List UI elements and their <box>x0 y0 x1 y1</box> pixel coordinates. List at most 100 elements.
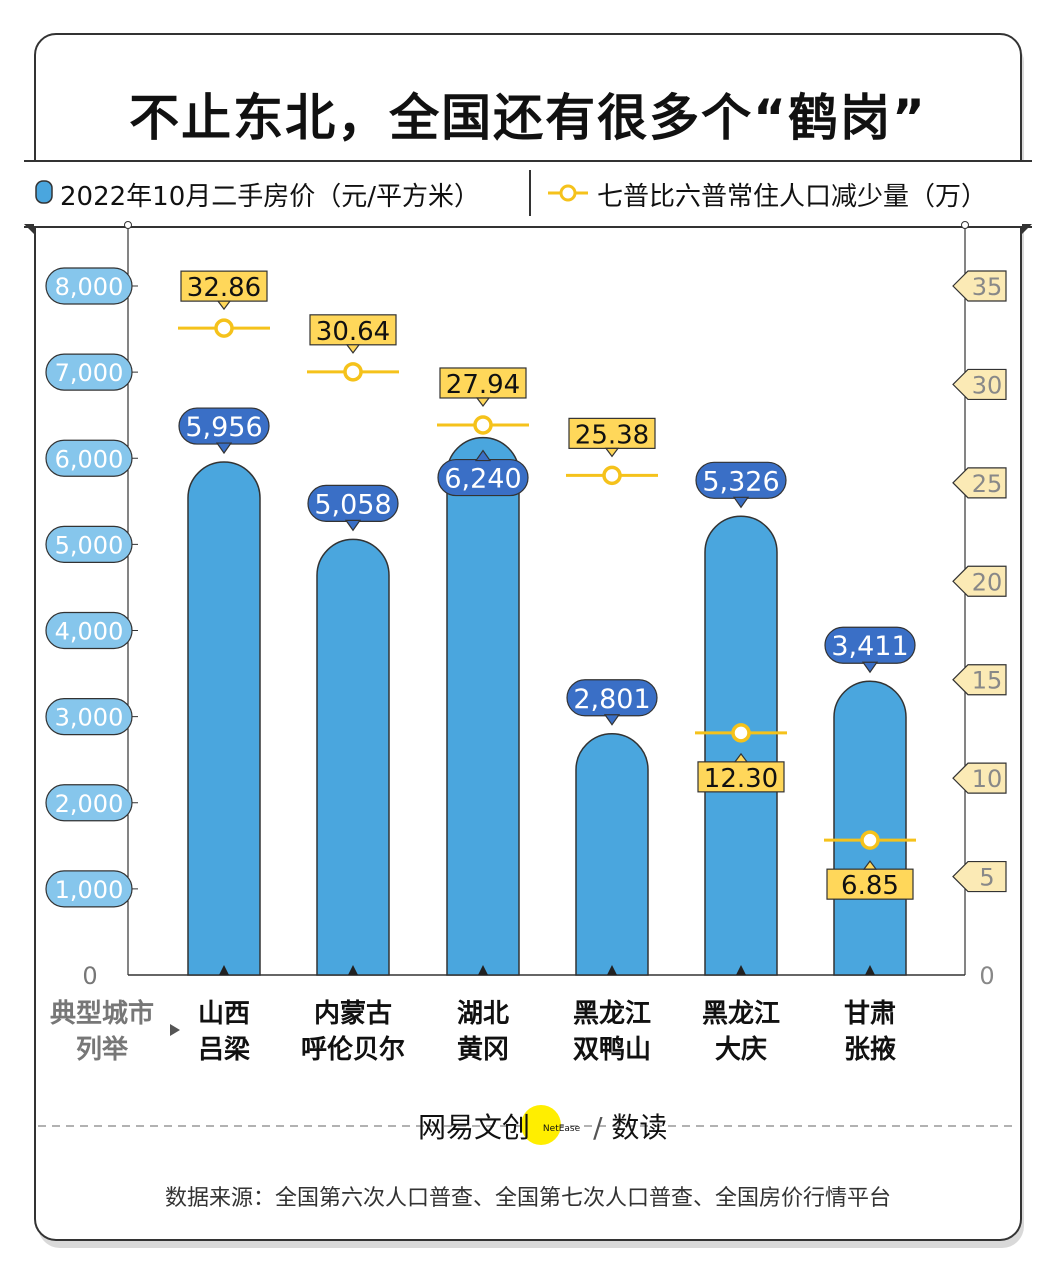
line-value-pointer <box>345 344 361 354</box>
logo-slash: / <box>593 1111 603 1144</box>
bar <box>187 461 261 976</box>
left-tick-pill <box>45 439 133 477</box>
bar-base-marker <box>348 965 358 975</box>
right-tick-label: 35 <box>972 273 1003 301</box>
left-tick-pill <box>45 698 133 736</box>
bar-value-label: 6,240 <box>444 464 521 495</box>
logo-badge: NetEase <box>542 1124 581 1134</box>
left-tick-pill <box>45 784 133 822</box>
category-label: 山西 <box>198 999 250 1029</box>
bar-value-label: 5,326 <box>702 466 779 497</box>
left-tick-label: 8,000 <box>55 273 124 301</box>
right-tick-tag <box>952 467 1007 499</box>
bar-value-pointer <box>861 661 879 674</box>
left-tick-label: 4,000 <box>55 618 124 646</box>
line-value-label: 25.38 <box>575 420 649 450</box>
category-label: 黄冈 <box>457 1035 509 1065</box>
legend-bar-label: 2022年10月二手房价（元/平方米） <box>60 182 481 212</box>
bar-value-pointer <box>344 519 362 532</box>
right-tick-label: 0 <box>979 962 994 990</box>
right-tick-label: 30 <box>972 371 1003 399</box>
bar-base-marker <box>607 965 617 975</box>
bar-value-label: 2,801 <box>573 684 650 715</box>
line-value-label: 30.64 <box>316 317 390 347</box>
line-value-box <box>568 417 656 449</box>
left-tick-label: 2,000 <box>55 790 124 818</box>
left-tick-label: 0 <box>82 962 97 990</box>
right-tick-label: 10 <box>972 765 1003 793</box>
line-point <box>602 465 622 486</box>
left-tick-pill <box>45 611 133 650</box>
line-value-pointer <box>862 860 878 870</box>
line-point <box>860 830 880 850</box>
bar <box>316 538 390 976</box>
category-label: 张掖 <box>844 1035 896 1065</box>
legend-line-point-icon <box>559 184 577 202</box>
line-value-label: 6.85 <box>841 871 899 901</box>
line-value-pointer <box>733 752 749 763</box>
bar <box>833 680 907 976</box>
axis-cap <box>961 221 969 229</box>
category-label: 黑龙江 <box>702 999 780 1029</box>
category-label: 呼伦贝尔 <box>301 1034 405 1065</box>
right-tick-tag <box>952 270 1007 302</box>
line-value-box <box>439 367 527 399</box>
logo-text: 网易文创 <box>418 1111 531 1144</box>
line-value-box <box>826 868 914 900</box>
source-note: 数据来源：全国第六次人口普查、全国第七次人口普查、全国房价行情平台 <box>164 1186 891 1211</box>
logo: 网易文创 NetEase / 数读 <box>418 1106 667 1146</box>
left-tick-label: 5,000 <box>55 531 124 559</box>
bar <box>575 733 649 976</box>
left-tick-label: 1,000 <box>55 876 124 904</box>
bar-value-label: 5,956 <box>185 412 262 443</box>
legend-line-label: 七普比六普常住人口减少量（万） <box>597 182 988 212</box>
right-tick-tag <box>952 565 1007 597</box>
bar-value-pointer <box>732 496 750 509</box>
legend-bar-swatch-icon <box>35 180 53 204</box>
x-axis-label: 列举 <box>76 1034 129 1065</box>
line-value-pointer <box>475 397 491 407</box>
left-tick-pill <box>45 870 133 908</box>
bar-base-marker <box>865 965 875 975</box>
left-tick-pill <box>45 353 133 391</box>
bar-base-marker <box>478 965 488 975</box>
right-tick-tag <box>952 762 1007 794</box>
right-tick-label: 25 <box>972 470 1003 498</box>
left-tick-label: 6,000 <box>55 445 124 473</box>
bar-base-marker <box>219 965 229 975</box>
line-value-label: 12.30 <box>704 764 778 794</box>
category-label: 吕梁 <box>198 1035 250 1065</box>
category-label: 双鸭山 <box>573 1035 651 1065</box>
axis-cap <box>124 221 132 229</box>
bar <box>446 436 520 976</box>
legend <box>24 160 1032 228</box>
right-tick-label: 15 <box>972 667 1003 695</box>
bar-value-pointer <box>474 449 492 462</box>
category-label: 甘肃 <box>844 999 896 1029</box>
right-tick-tag <box>952 368 1007 401</box>
line-value-pointer <box>604 447 620 458</box>
left-tick-label: 7,000 <box>55 359 124 387</box>
line-value-pointer <box>216 300 232 311</box>
line-point <box>214 318 234 338</box>
bar-value-label: 5,058 <box>314 489 391 520</box>
bar-value-pointer <box>603 714 621 726</box>
category-label: 内蒙古 <box>314 999 392 1029</box>
left-tick-pill <box>45 525 133 563</box>
left-tick-label: 3,000 <box>55 704 124 732</box>
line-value-box <box>309 314 397 346</box>
arrow-icon <box>170 1024 180 1036</box>
right-tick-tag <box>952 860 1007 893</box>
left-tick-pill <box>45 267 133 305</box>
chart-title: 不止东北，全国还有很多个“鹤岗” <box>129 89 927 147</box>
logo-sub: 数读 <box>611 1111 668 1144</box>
line-value-label: 27.94 <box>446 370 520 400</box>
line-point <box>473 415 493 435</box>
bar <box>704 515 778 976</box>
line-point <box>343 362 363 382</box>
category-label: 黑龙江 <box>573 999 651 1029</box>
category-label: 湖北 <box>457 999 509 1029</box>
category-label: 大庆 <box>715 1034 767 1065</box>
